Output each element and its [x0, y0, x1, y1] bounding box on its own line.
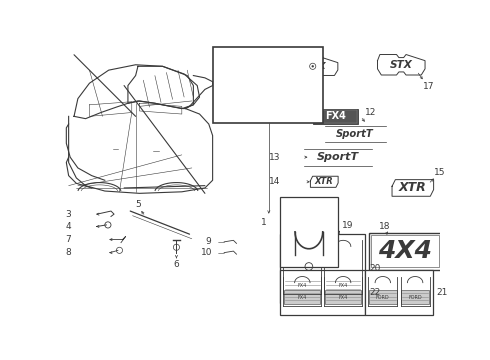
Text: FX4: FX4	[298, 295, 307, 300]
Text: 3: 3	[66, 210, 72, 219]
Text: FORD: FORD	[408, 295, 422, 300]
Text: STX: STX	[390, 60, 413, 70]
Text: 4X4: 4X4	[378, 239, 432, 263]
Text: 10: 10	[201, 248, 213, 257]
Text: FORD: FORD	[376, 295, 390, 300]
Text: 11: 11	[274, 112, 286, 121]
Text: 5: 5	[135, 201, 141, 210]
Text: 15: 15	[435, 168, 446, 177]
Bar	[325, 291, 361, 304]
Text: 17: 17	[423, 82, 434, 91]
Text: 4: 4	[66, 222, 71, 231]
Text: 2: 2	[318, 56, 324, 65]
Bar	[368, 233, 441, 270]
Bar	[315, 110, 357, 122]
Text: 18: 18	[379, 222, 390, 231]
Text: 7: 7	[66, 235, 72, 244]
Text: FX4: FX4	[339, 295, 348, 300]
Text: 19: 19	[342, 221, 353, 230]
Bar	[314, 109, 358, 124]
Text: FX4: FX4	[339, 283, 348, 288]
Text: FX4: FX4	[325, 111, 346, 121]
Text: 21: 21	[437, 288, 448, 297]
Bar	[369, 291, 397, 304]
Text: 9: 9	[205, 237, 211, 246]
Bar	[371, 235, 440, 267]
Bar	[280, 197, 338, 266]
Bar	[280, 270, 365, 315]
Text: SportT: SportT	[317, 152, 359, 162]
Circle shape	[312, 65, 314, 67]
Bar	[284, 291, 320, 304]
Text: FX4: FX4	[298, 283, 307, 288]
Bar	[365, 270, 433, 315]
Bar	[280, 234, 365, 303]
Text: XTR: XTR	[315, 177, 334, 186]
Text: 16: 16	[312, 91, 323, 100]
Text: 14: 14	[269, 177, 280, 186]
Text: STX: STX	[306, 62, 327, 71]
Bar	[284, 279, 320, 293]
Text: 20: 20	[369, 264, 380, 273]
Text: 13: 13	[269, 153, 280, 162]
Text: SportT: SportT	[336, 129, 374, 139]
Text: 12: 12	[365, 108, 376, 117]
Bar	[325, 279, 361, 293]
Bar	[401, 291, 429, 304]
Text: 8: 8	[66, 248, 72, 257]
Bar	[214, 47, 323, 122]
Text: 22: 22	[369, 288, 380, 297]
Text: 1: 1	[261, 218, 267, 227]
Text: 6: 6	[173, 260, 179, 269]
Text: XTR: XTR	[399, 181, 427, 194]
